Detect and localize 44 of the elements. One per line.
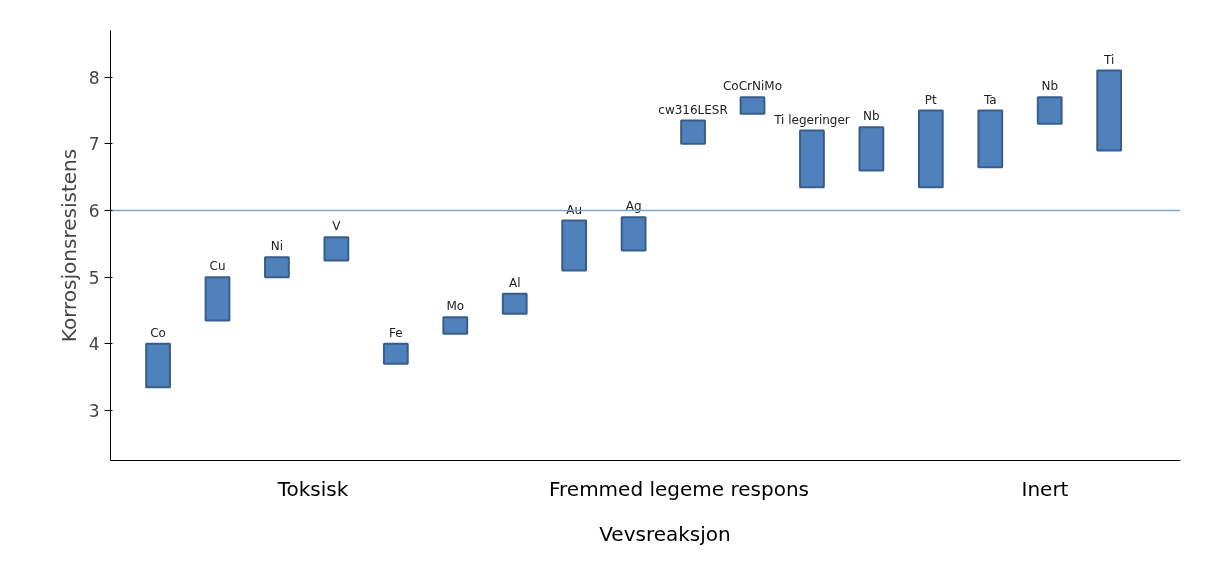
bar: [739, 96, 766, 115]
bar: [561, 219, 588, 272]
bar: [204, 276, 231, 322]
bar: [917, 109, 944, 189]
y-tick-label: 3: [88, 401, 100, 421]
x-tick-label: Al: [508, 275, 521, 290]
bar: [799, 129, 825, 189]
bar: [680, 119, 706, 145]
bar: [442, 316, 469, 335]
bar: [145, 342, 171, 389]
x-axis-title: Vevsreaksjon: [599, 521, 731, 548]
text: Inert: [1021, 476, 1069, 503]
bar: [323, 236, 350, 262]
x-tick-label: Ta: [982, 92, 997, 107]
x-tick-label: Ag: [625, 199, 642, 214]
text: Toksisk: [277, 476, 349, 503]
bar: [264, 256, 290, 279]
x-tick-label: Nb: [863, 109, 880, 124]
x-tick-label: Ti: [1103, 52, 1115, 67]
bar: [977, 109, 1004, 169]
bar: [1096, 69, 1123, 152]
x-tick-label: Fe: [389, 325, 403, 340]
y-tick-label: 4: [88, 334, 100, 355]
bar: [501, 292, 528, 315]
x-tick-label: Pt: [924, 92, 938, 107]
bar: [1036, 96, 1063, 125]
x-tick-label: Mo: [446, 299, 465, 314]
y-tick-label: 5: [88, 267, 100, 288]
x-tick-label: CoCrNiMo: [722, 79, 783, 94]
text: Fremmed legeme respons: [549, 476, 809, 503]
y-tick-label: 6: [88, 201, 100, 221]
bar: [620, 216, 647, 252]
x-tick-label: Ni: [270, 239, 284, 254]
x-tick-label: Nb: [1041, 79, 1059, 94]
x-tick-label: V: [332, 219, 342, 234]
x-tick-label: cw316LESR: [658, 102, 728, 117]
bar: [382, 342, 409, 365]
x-tick-label: Ti legeringer: [773, 112, 850, 127]
y-tick-label: 8: [88, 67, 100, 88]
y-tick-label: 7: [88, 134, 100, 155]
y-axis-title: Korrosjonsresistens: [56, 148, 81, 343]
x-tick-label: Cu: [209, 259, 226, 274]
x-tick-label: Co: [150, 325, 166, 340]
bar: [858, 126, 885, 172]
